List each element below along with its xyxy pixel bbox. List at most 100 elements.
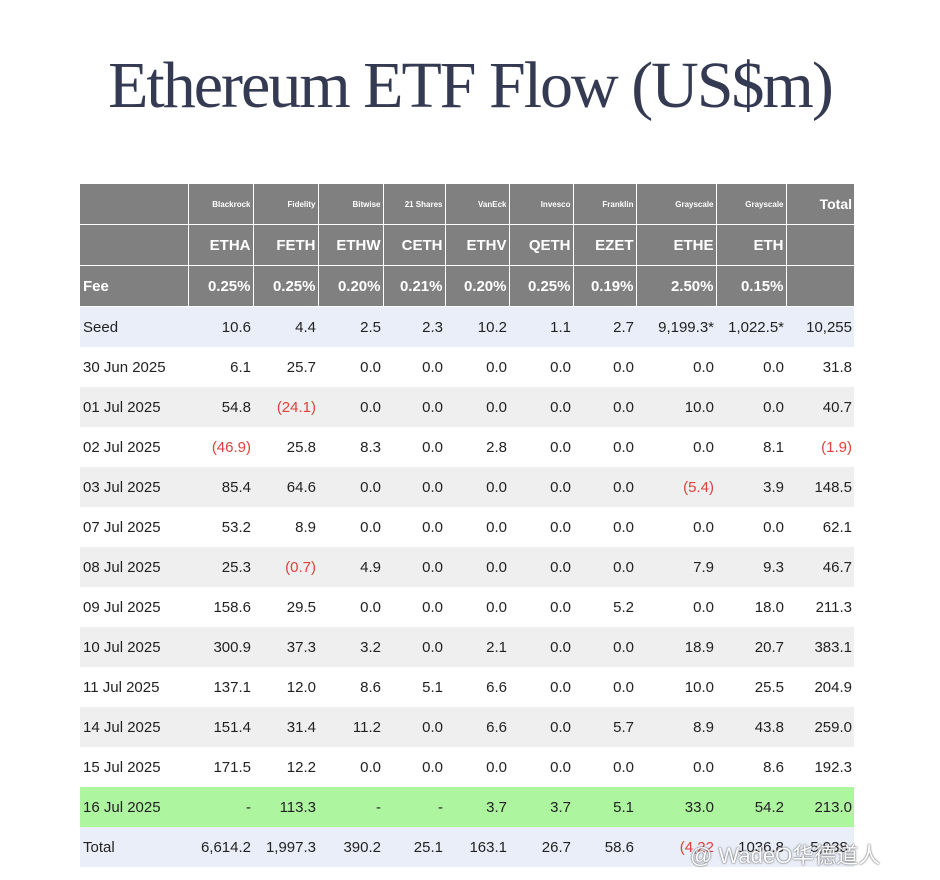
table-cell: 54.8 — [188, 387, 253, 427]
table-cell: (24.1) — [253, 387, 318, 427]
table-cell: 26.7 — [509, 827, 573, 867]
table-cell: 0.0 — [445, 387, 509, 427]
row-label: 09 Jul 2025 — [80, 587, 188, 627]
table-cell: 0.0 — [716, 507, 786, 547]
table-cell: 25.3 — [188, 547, 253, 587]
table-cell: 1.1 — [509, 306, 573, 347]
table-cell: 0.0 — [383, 467, 445, 507]
table-cell: 390.2 — [318, 827, 383, 867]
table-cell: 5.2 — [573, 587, 636, 627]
table-cell: 3.9 — [716, 467, 786, 507]
table-cell: 0.0 — [383, 547, 445, 587]
table-cell: 0.0 — [509, 547, 573, 587]
table-cell: 6.6 — [445, 707, 509, 747]
fee-header-row: Fee 0.25% 0.25% 0.20% 0.21% 0.20% 0.25% … — [80, 265, 854, 307]
table-cell: 25.7 — [253, 347, 318, 387]
table-cell: 0.0 — [509, 507, 573, 547]
table-cell: 2.7 — [573, 306, 636, 347]
table-cell: 0.0 — [383, 347, 445, 387]
table-cell: 0.0 — [573, 387, 636, 427]
table-row: 01 Jul 2025 54.8 (24.1) 0.0 0.0 0.0 0.0 0.0 10.0… — [80, 387, 854, 427]
seed-row: Seed 10.6 4.4 2.5 2.3 10.2 1.1 2.7 9,199.3* 1,022… — [80, 306, 854, 347]
table-cell: 53.2 — [188, 507, 253, 547]
table-cell: 9,199.3* — [636, 306, 716, 347]
ticker-header: EZET — [573, 224, 637, 266]
row-label: 10 Jul 2025 — [80, 627, 188, 667]
issuer-header: Blackrock — [188, 184, 254, 225]
ticker-header-row: ETHA FETH ETHW CETH ETHV QETH EZET ETHE … — [80, 224, 854, 266]
table-cell: 11.2 — [318, 707, 383, 747]
ticker-header: CETH — [383, 224, 446, 266]
table-row: 11 Jul 2025 137.1 12.0 8.6 5.1 6.6 0.0 0.0 10.0 2… — [80, 667, 854, 707]
fee-label: Fee — [80, 265, 189, 307]
table-cell: 259.0 — [786, 707, 854, 747]
ticker-header: ETHV — [445, 224, 510, 266]
header-blank — [80, 224, 189, 266]
table-cell: 0.0 — [445, 507, 509, 547]
table-cell: 192.3 — [786, 747, 854, 787]
table-cell: 29.5 — [253, 587, 318, 627]
ticker-header: ETHA — [188, 224, 254, 266]
table-cell: 0.0 — [573, 507, 636, 547]
table-cell: 0.0 — [445, 547, 509, 587]
table-cell: 0.0 — [573, 547, 636, 587]
table-cell: 383.1 — [786, 627, 854, 667]
table-cell: 6.1 — [188, 347, 253, 387]
table-cell: 0.0 — [509, 667, 573, 707]
table-cell: (4,22 — [636, 827, 716, 867]
row-label: 02 Jul 2025 — [80, 427, 188, 467]
table-cell: (46.9) — [188, 427, 253, 467]
table-cell: 5.1 — [573, 787, 636, 827]
table-cell: 0.0 — [445, 587, 509, 627]
table-cell: 46.7 — [786, 547, 854, 587]
table-cell: 8.9 — [636, 707, 716, 747]
ticker-header: ETHW — [318, 224, 384, 266]
table-row: 16 Jul 2025-113.3- -3.7 3.7 5.1 33.0 54.2 213.… — [80, 787, 854, 827]
table-cell: 0.0 — [509, 347, 573, 387]
table-cell: 0.0 — [509, 747, 573, 787]
table-row: 03 Jul 2025 85.4 64.6 0.0 0.0 0.0 0.0 0.0 (5.4) 3… — [80, 467, 854, 507]
total-header: Total — [786, 184, 854, 225]
table-cell: 204.9 — [786, 667, 854, 707]
table-cell: 211.3 — [786, 587, 854, 627]
row-label: Total — [80, 827, 188, 867]
ticker-header: ETH — [716, 224, 787, 266]
table-cell: 54.2 — [716, 787, 786, 827]
table-cell: 0.0 — [636, 347, 716, 387]
table-cell: 2.8 — [445, 427, 509, 467]
table-cell: 8.3 — [318, 427, 383, 467]
issuer-header: VanEck — [445, 184, 510, 225]
table-cell: 0.0 — [573, 627, 636, 667]
table-cell: (1.9) — [786, 427, 854, 467]
table-cell: 0.0 — [318, 507, 383, 547]
table-cell: (5.4) — [636, 467, 716, 507]
table-cell: 0.0 — [573, 427, 636, 467]
page-title: Ethereum ETF Flow (US$m) — [108, 49, 834, 122]
table-cell: 43.8 — [716, 707, 786, 747]
fee-value: 0.25% — [253, 265, 319, 307]
table-cell: 213.0 — [786, 787, 854, 827]
table-cell: 5,938. — [786, 827, 854, 867]
table-cell: 0.0 — [383, 387, 445, 427]
table-cell: 5.7 — [573, 707, 636, 747]
table-row: 15 Jul 2025 171.5 12.2 0.0 0.0 0.0 0.0 0.0 0.0 8.… — [80, 747, 854, 787]
fee-value: 0.25% — [509, 265, 574, 307]
ticker-header: FETH — [253, 224, 319, 266]
table-row: 07 Jul 2025 53.2 8.9 0.0 0.0 0.0 0.0 0.0 0.0 0.0 6… — [80, 507, 854, 547]
table-cell: 0.0 — [573, 347, 636, 387]
row-label: 16 Jul 2025 — [80, 787, 188, 827]
table-cell: 58.6 — [573, 827, 636, 867]
table-cell: - — [383, 787, 445, 827]
table-cell: 0.0 — [445, 467, 509, 507]
table-cell: 8.1 — [716, 427, 786, 467]
header-blank — [80, 184, 189, 225]
fee-value: 0.20% — [318, 265, 384, 307]
issuer-header: Grayscale — [636, 184, 717, 225]
table-cell: 3.2 — [318, 627, 383, 667]
header-blank — [786, 265, 854, 307]
table-cell: 0.0 — [445, 347, 509, 387]
table-cell: 0.0 — [318, 747, 383, 787]
table-cell: 0.0 — [509, 427, 573, 467]
fee-value: 0.15% — [716, 265, 787, 307]
table-cell: 10.2 — [445, 306, 509, 347]
